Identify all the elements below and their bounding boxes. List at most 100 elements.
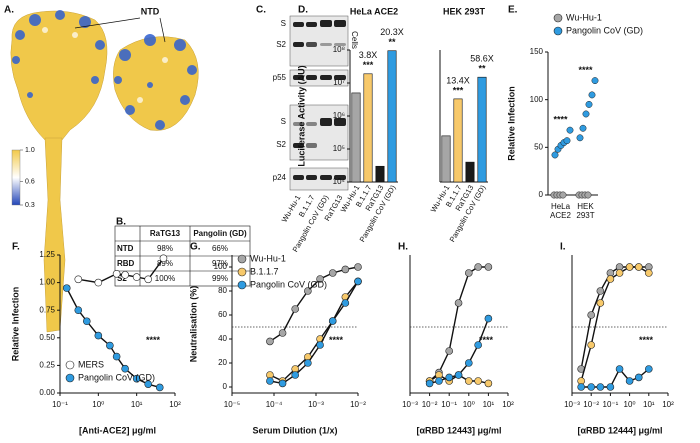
blot-row-label: S2	[276, 40, 286, 49]
fold-change: 20.3X	[380, 27, 404, 37]
trend-line	[66, 287, 160, 389]
legend-label: Pangolin CoV (GD)	[250, 279, 327, 289]
y-tick-label: 80	[218, 286, 227, 295]
y-tick-label: 10⁶	[333, 111, 345, 120]
data-point	[579, 124, 587, 132]
y-tick-label: 10⁴	[333, 177, 346, 186]
data-point	[291, 305, 300, 313]
fold-change: 3.8X	[359, 50, 378, 60]
legend-label: Wu-Hu-1	[566, 12, 602, 22]
x-tick-label: 10⁻³	[308, 400, 324, 409]
bar	[465, 161, 475, 183]
panel-label: F.	[12, 242, 20, 253]
colorbar	[11, 149, 21, 206]
x-tick-label: 10²	[502, 400, 514, 409]
panel-label: I.	[560, 242, 566, 253]
significance: ***	[363, 60, 374, 70]
data-point	[559, 191, 567, 199]
panel-label: C.	[256, 5, 266, 16]
significance: ****	[146, 335, 161, 345]
data-point	[278, 379, 287, 388]
bar	[375, 165, 385, 183]
x-axis-label: [αRBD 12444] μg/ml	[577, 425, 662, 435]
data-point	[484, 379, 493, 388]
y-axis-label: Luciferase Activity (AU)	[296, 65, 306, 166]
data-point	[132, 374, 141, 383]
x-tick-label: 10⁻⁵	[224, 400, 240, 409]
table-cell: 100%	[155, 274, 175, 283]
data-point	[159, 254, 168, 263]
ntd-label: NTD	[141, 6, 160, 16]
significance: ****	[639, 335, 654, 345]
data-point	[278, 329, 287, 337]
y-tick-label: 0.75	[39, 305, 55, 314]
blot-row-label: S	[281, 19, 286, 28]
y-axis-label: Relative Infection	[506, 86, 516, 161]
data-point	[144, 380, 153, 388]
x-axis-label: Serum Dilution (1/x)	[252, 425, 337, 435]
data-point	[74, 275, 83, 284]
data-point	[644, 269, 653, 277]
blot-row-label: p24	[273, 173, 287, 182]
x-tick-label: 10⁻⁴	[266, 400, 283, 409]
bar	[351, 92, 361, 183]
significance: ****	[479, 335, 494, 345]
data-point	[445, 347, 454, 355]
data-point	[304, 287, 312, 295]
table-cell: 99%	[212, 274, 228, 283]
data-point	[341, 299, 350, 307]
data-point	[464, 377, 473, 385]
bar	[453, 98, 463, 183]
x-tick-label: HEK 293T	[576, 202, 594, 220]
panel-label: A.	[4, 5, 14, 16]
y-axis-label: Relative Infection	[10, 287, 20, 362]
data-point	[484, 314, 493, 323]
data-point	[588, 91, 596, 99]
data-point	[354, 263, 362, 271]
trend-line	[580, 266, 650, 382]
data-point	[644, 365, 653, 373]
x-tick-label: 10⁻²	[583, 400, 599, 409]
bar	[387, 50, 397, 183]
y-tick-label: 10⁸	[333, 45, 345, 54]
data-point	[577, 383, 585, 391]
x-tick-label: 10¹	[131, 400, 143, 409]
data-point	[625, 377, 634, 385]
significance: ****	[578, 65, 593, 75]
legend-marker	[237, 267, 247, 277]
legend-marker	[65, 373, 75, 383]
data-point	[625, 263, 634, 271]
data-point	[566, 126, 574, 134]
data-point	[587, 341, 596, 349]
data-point	[74, 306, 83, 315]
legend-marker	[237, 254, 247, 264]
data-point	[316, 341, 324, 349]
x-tick-label: 10²	[662, 400, 674, 409]
y-tick-label: 0.00	[39, 388, 55, 397]
data-point	[474, 263, 482, 271]
data-point	[606, 383, 615, 391]
colorbar-tick-label: 0.6	[25, 178, 35, 185]
data-point	[582, 110, 590, 118]
y-tick-label: 40	[218, 334, 227, 343]
data-point	[587, 311, 596, 319]
x-tick-label: 10⁻¹	[52, 400, 68, 409]
data-point	[454, 299, 463, 307]
y-tick-label: 100	[530, 95, 544, 104]
x-tick-label: 10¹	[483, 400, 495, 409]
data-point	[341, 265, 350, 274]
data-point	[587, 383, 596, 391]
data-point	[615, 269, 624, 277]
y-tick-label: 1.25	[39, 250, 55, 259]
y-tick-label: 150	[530, 47, 544, 56]
y-tick-label: 50	[534, 142, 543, 151]
data-point	[266, 337, 274, 346]
blot-label: Cells	[350, 31, 359, 49]
data-point	[634, 373, 643, 382]
data-point	[62, 284, 71, 292]
significance: ****	[553, 115, 568, 125]
x-tick-label: 10⁻²	[350, 400, 366, 409]
data-point	[464, 269, 473, 277]
bar	[477, 76, 487, 183]
